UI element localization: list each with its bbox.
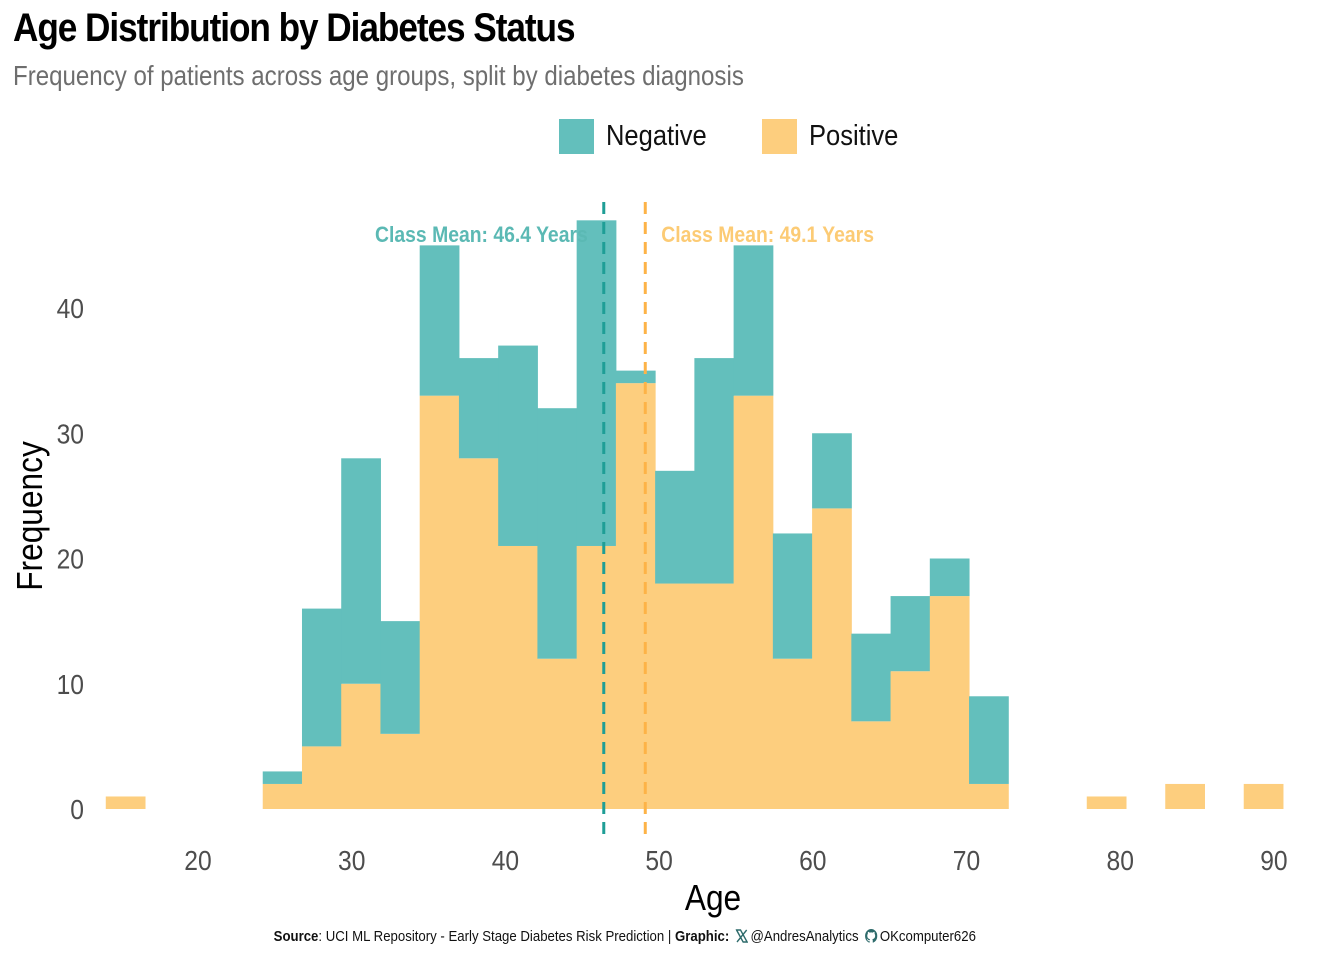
bar-negative-21 xyxy=(929,558,970,597)
twitter-handle[interactable]: @AndresAnalytics xyxy=(750,928,859,945)
x-tick-30: 30 xyxy=(338,845,365,877)
bar-positive-5 xyxy=(301,746,342,809)
bar-negative-4 xyxy=(262,771,303,784)
legend-label-positive: Positive xyxy=(809,119,899,152)
y-tick-20: 20 xyxy=(57,543,84,575)
x-tick-60: 60 xyxy=(799,845,826,877)
caption-graphic-label: Graphic: xyxy=(674,928,730,945)
bar-negative-19 xyxy=(851,633,892,722)
legend-item-negative: Negative xyxy=(559,118,720,154)
bar-negative-11 xyxy=(537,408,578,659)
legend-swatch-negative xyxy=(559,118,594,154)
bar-positive-0 xyxy=(105,796,146,809)
legend-swatch-positive xyxy=(762,118,798,154)
y-axis-ticks: 0 10 20 30 40 xyxy=(57,293,84,826)
legend-label-negative: Negative xyxy=(606,119,707,152)
caption-source-text: : UCI ML Repository - Early Stage Diabet… xyxy=(318,928,675,945)
github-icon xyxy=(864,929,878,947)
bar-negative-20 xyxy=(890,596,931,672)
legend-item-positive: Positive xyxy=(762,118,911,154)
mean-lines-layer: Class Mean: 46.4 Years Class Mean: 49.1 Y… xyxy=(375,202,874,838)
bar-positive-19 xyxy=(851,721,892,809)
bar-negative-18 xyxy=(812,433,852,509)
bar-positive-12 xyxy=(576,545,617,809)
bar-negative-9 xyxy=(458,358,499,459)
x-icon xyxy=(735,929,749,947)
bar-negative-17 xyxy=(772,533,813,659)
chart-title: Age Distribution by Diabetes Status xyxy=(13,6,576,50)
bar-negative-6 xyxy=(341,458,381,684)
bar-positive-8 xyxy=(419,395,460,809)
bar-positive-15 xyxy=(694,583,735,809)
caption: Source: UCI ML Repository - Early Stage … xyxy=(0,928,1250,947)
caption-source-label: Source xyxy=(273,928,319,945)
x-tick-70: 70 xyxy=(953,845,980,877)
legend: Negative Positive xyxy=(559,118,925,154)
x-axis-ticks: 20 30 40 50 60 70 80 90 xyxy=(184,845,1287,877)
x-tick-20: 20 xyxy=(184,845,211,877)
bar-positive-22 xyxy=(969,783,1009,809)
bar-negative-8 xyxy=(419,245,460,396)
x-tick-80: 80 xyxy=(1106,845,1133,877)
x-tick-40: 40 xyxy=(492,845,519,877)
bar-positive-11 xyxy=(537,658,578,809)
bar-negative-14 xyxy=(655,470,695,584)
bar-positive-7 xyxy=(380,733,421,809)
y-axis-label: Frequency xyxy=(10,441,50,591)
bar-positive-25 xyxy=(1086,796,1127,809)
bar-negative-15 xyxy=(694,358,735,584)
x-tick-50: 50 xyxy=(645,845,672,877)
bar-negative-22 xyxy=(969,696,1009,784)
mean-label-0: Class Mean: 46.4 Years xyxy=(375,223,588,247)
bar-positive-29 xyxy=(1243,783,1284,809)
bar-positive-20 xyxy=(890,671,931,809)
bar-positive-9 xyxy=(458,458,499,809)
y-tick-0: 0 xyxy=(70,794,84,826)
bars-layer xyxy=(105,220,1284,809)
github-handle[interactable]: OKcomputer626 xyxy=(879,928,976,945)
bar-negative-12 xyxy=(576,220,617,546)
bar-positive-6 xyxy=(341,683,381,809)
chart-subtitle: Frequency of patients across age groups,… xyxy=(13,60,744,91)
bar-positive-17 xyxy=(772,658,813,809)
bar-positive-4 xyxy=(262,783,303,809)
y-tick-10: 10 xyxy=(57,668,84,700)
y-tick-40: 40 xyxy=(57,293,84,325)
bar-negative-5 xyxy=(301,608,342,747)
mean-label-1: Class Mean: 49.1 Years xyxy=(661,223,874,247)
bar-positive-10 xyxy=(498,545,538,809)
bar-positive-14 xyxy=(655,583,695,809)
x-tick-90: 90 xyxy=(1260,845,1287,877)
bar-negative-16 xyxy=(733,245,774,396)
x-axis-label: Age xyxy=(685,878,741,918)
bar-positive-18 xyxy=(812,508,852,809)
bar-negative-7 xyxy=(380,621,421,734)
bar-positive-21 xyxy=(929,596,970,809)
y-tick-30: 30 xyxy=(57,418,84,450)
bar-positive-16 xyxy=(733,395,774,809)
bar-positive-27 xyxy=(1165,783,1205,809)
bar-positive-13 xyxy=(615,383,656,809)
bar-negative-10 xyxy=(498,345,538,546)
bar-negative-13 xyxy=(615,370,656,384)
